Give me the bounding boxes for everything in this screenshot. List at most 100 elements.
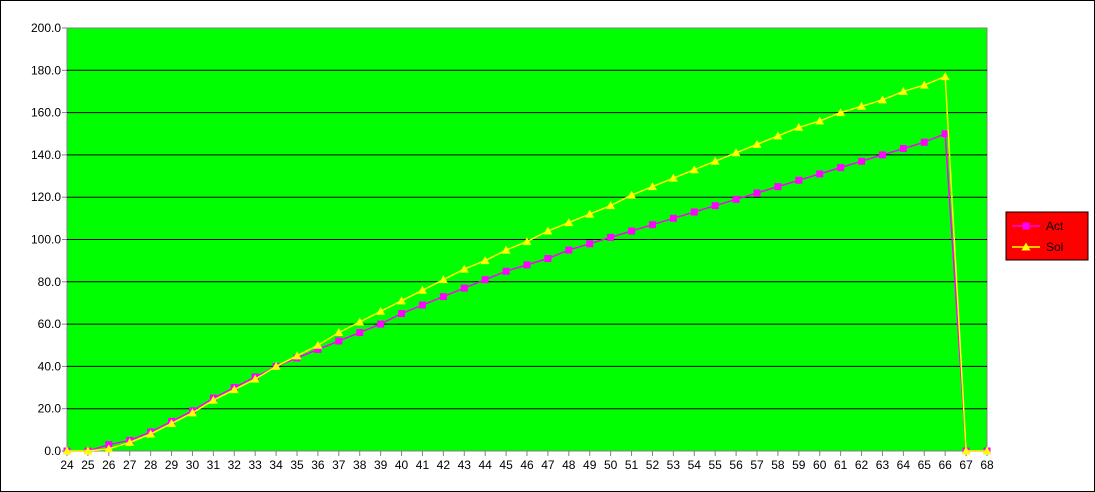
data-point-sol [229,385,239,394]
x-tick-label: 30 [186,458,200,472]
data-point-act [816,170,824,178]
x-tick-label: 28 [144,458,158,472]
y-tick-label: 100.0 [31,233,61,247]
x-tick-label: 53 [667,458,681,472]
data-point-sol [919,80,929,89]
data-point-sol [125,438,135,447]
data-point-sol [857,101,867,110]
y-tick-label: 80.0 [38,275,62,289]
data-point-act [439,293,447,301]
data-point-act [899,145,907,153]
data-point-act [377,320,385,328]
x-tick-label: 46 [520,458,534,472]
data-point-act [523,261,531,269]
data-point-act [586,240,594,248]
x-tick-label: 39 [374,458,388,472]
x-tick-label: 57 [750,458,764,472]
data-point-sol [815,116,825,125]
data-point-act [481,276,489,284]
data-point-sol [397,296,407,305]
series-layer [62,72,992,455]
x-tick-label: 25 [81,458,95,472]
data-point-sol [438,275,448,284]
x-tick-label: 54 [688,458,702,472]
y-tick-label: 200.0 [31,21,61,35]
x-tick-label: 60 [813,458,827,472]
data-point-sol [459,264,469,273]
x-tick-label: 56 [729,458,743,472]
y-tick-label: 140.0 [31,148,61,162]
data-point-act [607,233,615,241]
x-tick-label: 51 [625,458,639,472]
x-tick-label: 29 [165,458,179,472]
x-tick-label: 68 [980,458,994,472]
data-point-sol [961,446,971,455]
x-tick-label: 65 [918,458,932,472]
data-point-sol [940,72,950,81]
data-point-sol [836,108,846,117]
data-point-sol [898,86,908,95]
data-point-sol [104,444,114,453]
x-tick-label: 55 [709,458,723,472]
data-point-sol [522,237,532,246]
x-tick-label: 63 [876,458,890,472]
y-tick-label: 180.0 [31,63,61,77]
y-tick-label: 120.0 [31,190,61,204]
data-point-sol [146,429,156,438]
x-tick-label: 35 [290,458,304,472]
data-point-sol [167,419,177,428]
x-tick-label: 24 [60,458,74,472]
data-point-sol [585,209,595,218]
legend: Act Sol [1005,211,1089,261]
data-point-sol [564,218,574,227]
y-tick-label: 40.0 [38,359,62,373]
x-tick-label: 34 [269,458,283,472]
legend-act-label: Act [1046,219,1064,233]
data-point-act [878,151,886,159]
x-tick-label: 47 [541,458,555,472]
data-point-act [774,183,782,191]
data-point-act [941,130,949,138]
data-point-act [335,337,343,345]
data-point-act [502,267,510,275]
legend-act-marker [1022,222,1030,230]
data-point-act [565,246,573,254]
data-point-sol [877,95,887,104]
legend-box [1005,211,1089,261]
data-point-sol [501,245,511,254]
x-tick-label: 38 [353,458,367,472]
x-tick-label: 40 [395,458,409,472]
data-point-sol [187,408,197,417]
y-tick-label: 20.0 [38,402,62,416]
y-tick-label: 60.0 [38,317,62,331]
x-tick-label: 37 [332,458,346,472]
legend-sol-marker [1021,242,1031,251]
data-point-sol [606,201,616,210]
x-tick-label: 32 [228,458,242,472]
data-point-sol [647,182,657,191]
data-point-sol [543,226,553,235]
data-point-act [669,214,677,222]
y-tick-label: 0.0 [44,444,61,458]
data-point-sol [271,361,281,370]
data-point-act [711,202,719,210]
x-tick-label: 31 [207,458,221,472]
x-axis-tick-labels: 24 25 26 27 28 29 30 31 32 33 34 35 36 37 38 39 40 41 42 43… [60,458,994,472]
data-point-sol [982,446,992,455]
data-point-sol [668,173,678,182]
data-point-act [418,301,426,309]
x-tick-label: 49 [583,458,597,472]
data-point-act [648,221,656,229]
x-tick-label: 66 [939,458,953,472]
data-point-act [314,345,322,353]
data-point-sol [62,446,72,455]
x-tick-label: 42 [437,458,451,472]
data-point-act [398,310,406,318]
data-point-act [460,284,468,292]
data-point-sol [417,285,427,294]
data-point-act [690,208,698,216]
x-tick-label: 45 [499,458,513,472]
data-point-sol [250,374,260,383]
data-point-sol [731,148,741,157]
